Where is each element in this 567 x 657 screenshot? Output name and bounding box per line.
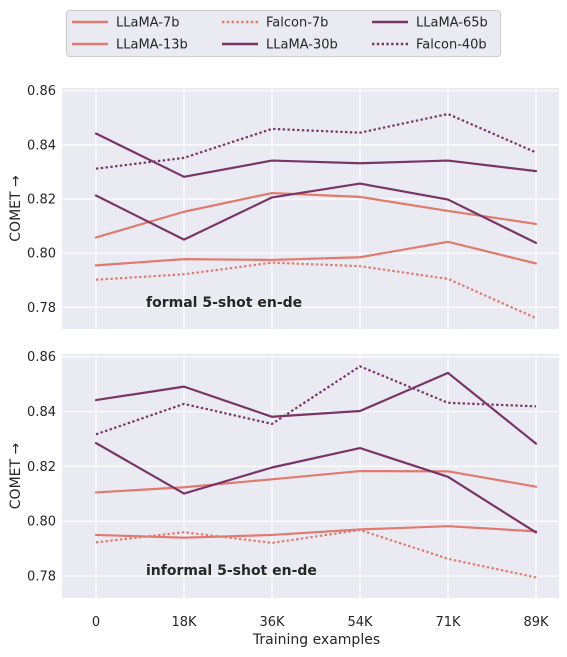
series-line-llama-30b <box>94 182 538 244</box>
panel-annotation: formal 5-shot en-de <box>146 295 302 311</box>
x-tick-label: 54K <box>347 615 373 630</box>
y-tick-label: 0.82 <box>27 460 56 475</box>
x-tick-label: 36K <box>259 615 285 630</box>
y-axis-label: COMET → <box>8 443 24 510</box>
x-tick-label: 71K <box>435 615 461 630</box>
x-tick-label: 0 <box>92 615 100 630</box>
series-line-llama-30b <box>94 442 538 534</box>
legend-label-0: LLaMA-7b <box>116 16 180 31</box>
y-tick-label: 0.84 <box>27 405 56 420</box>
series-line-llama-65b <box>94 132 538 178</box>
x-tick-label: 18K <box>171 615 197 630</box>
panel-annotation: informal 5-shot en-de <box>146 563 317 579</box>
y-tick-label: 0.84 <box>27 138 56 153</box>
y-tick-label: 0.80 <box>27 247 56 262</box>
y-tick-label: 0.86 <box>27 350 56 365</box>
series-line-llama-65b <box>94 371 538 445</box>
series-line-falcon-40b <box>95 365 537 436</box>
series-line-falcon-40b <box>95 112 537 170</box>
panel-1: 0.78 0.80 0.82 0.84 0.86 COMET → informal 5-sh… <box>8 350 559 598</box>
legend-label-1: LLaMA-13b <box>116 38 188 53</box>
y-tick-label: 0.78 <box>27 570 56 585</box>
legend-label-2: Falcon-7b <box>266 16 328 31</box>
x-tick-label: 89K <box>523 615 549 630</box>
y-tick-label: 0.82 <box>27 193 56 208</box>
series-line-llama-7b <box>94 240 538 267</box>
legend: LLaMA-7b LLaMA-13b Falcon-7b LLaMA-30b LLaMA… <box>66 10 501 57</box>
series-line-llama-7b <box>94 525 538 539</box>
legend-label-4: LLaMA-65b <box>416 16 488 31</box>
plot-area <box>62 88 559 329</box>
y-axis-label: COMET → <box>8 175 24 242</box>
y-tick-label: 0.80 <box>27 515 56 530</box>
panel-0: 0.78 0.80 0.82 0.84 0.86 COMET → formal 5-shot… <box>8 84 559 329</box>
x-axis-label: Training examples <box>252 632 380 648</box>
series-line-falcon-7b <box>95 528 537 579</box>
y-tick-label: 0.86 <box>27 84 56 99</box>
y-tick-label: 0.78 <box>27 301 56 316</box>
legend-label-3: LLaMA-30b <box>266 38 338 53</box>
series-line-llama-13b <box>94 469 538 494</box>
series-line-llama-13b <box>94 191 538 239</box>
legend-label-5: Falcon-40b <box>416 38 487 53</box>
series-line-falcon-7b <box>95 261 537 320</box>
